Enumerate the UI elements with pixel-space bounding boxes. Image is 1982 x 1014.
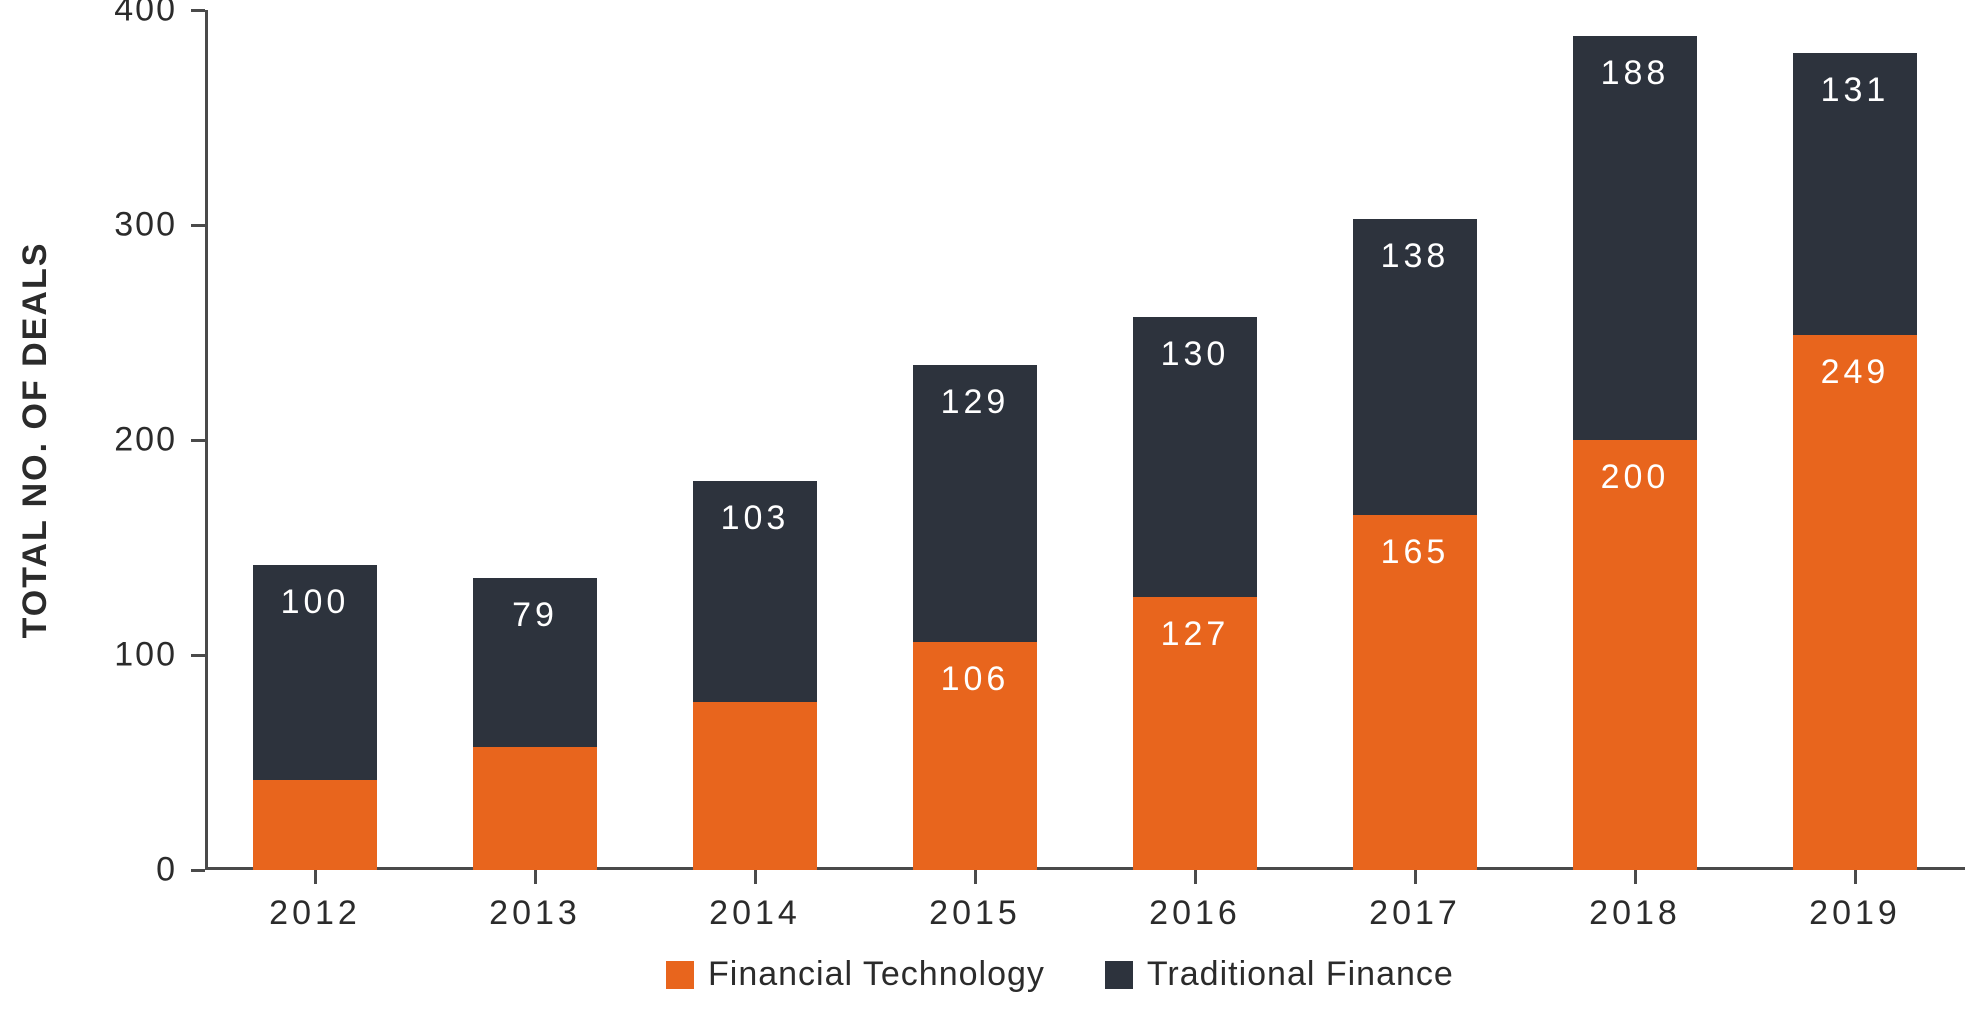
bar: 165 138	[1353, 219, 1476, 870]
bar-segment-fintech	[253, 780, 376, 870]
bar-segment-fintech: 249	[1793, 335, 1916, 870]
bar-value-label: 131	[1821, 71, 1890, 110]
legend-label: Financial Technology	[708, 955, 1045, 994]
bar-segment-traditional: 188	[1573, 36, 1696, 440]
deals-stacked-bar-chart: 0 100 200 300 400 TOTAL NO. OF DEALS 2012 100 20…	[0, 0, 1982, 1014]
y-tick-mark	[191, 869, 205, 872]
legend: Financial Technology Traditional Finance	[666, 955, 1454, 994]
bar-value-label: 129	[941, 383, 1010, 422]
bar-value-label: 79	[512, 596, 558, 635]
x-tick-label: 2018	[1589, 894, 1681, 933]
x-tick-label: 2015	[929, 894, 1021, 933]
y-tick-mark	[191, 439, 205, 442]
x-tick-mark	[1194, 870, 1197, 884]
y-axis-title: TOTAL NO. OF DEALS	[16, 242, 55, 639]
bar-segment-fintech: 200	[1573, 440, 1696, 870]
bar: 127 130	[1133, 317, 1256, 870]
bar-value-label: 165	[1381, 533, 1450, 572]
legend-swatch	[666, 961, 694, 989]
y-tick-mark	[191, 224, 205, 227]
bar: 106 129	[913, 365, 1036, 870]
bar-segment-traditional: 138	[1353, 219, 1476, 516]
bar: 103	[693, 481, 816, 870]
bar: 200 188	[1573, 36, 1696, 870]
legend-item: Traditional Finance	[1105, 955, 1454, 994]
bar-segment-traditional: 100	[253, 565, 376, 780]
bar-value-label: 188	[1601, 54, 1670, 93]
bar-value-label: 127	[1161, 615, 1230, 654]
bar-segment-traditional: 131	[1793, 53, 1916, 335]
y-tick-mark	[191, 654, 205, 657]
y-tick-label: 200	[114, 421, 177, 460]
y-tick-label: 400	[114, 0, 177, 30]
x-tick-label: 2017	[1369, 894, 1461, 933]
bar-value-label: 106	[941, 660, 1010, 699]
bar-segment-traditional: 79	[473, 578, 596, 748]
y-tick-mark	[191, 9, 205, 12]
y-axis-line	[205, 10, 208, 870]
bar: 100	[253, 565, 376, 870]
y-tick-label: 0	[156, 851, 177, 890]
x-tick-mark	[1634, 870, 1637, 884]
bar-segment-fintech: 127	[1133, 597, 1256, 870]
x-tick-mark	[314, 870, 317, 884]
x-tick-label: 2019	[1809, 894, 1901, 933]
bar: 79	[473, 578, 596, 870]
bar-value-label: 100	[281, 583, 350, 622]
bar-segment-fintech: 165	[1353, 515, 1476, 870]
x-tick-mark	[754, 870, 757, 884]
bar-segment-traditional: 103	[693, 481, 816, 702]
x-axis-line	[205, 867, 1965, 870]
x-tick-label: 2013	[489, 894, 581, 933]
x-tick-mark	[1414, 870, 1417, 884]
bar-value-label: 103	[721, 499, 790, 538]
x-tick-label: 2016	[1149, 894, 1241, 933]
bar-segment-fintech	[473, 747, 596, 870]
legend-label: Traditional Finance	[1147, 955, 1454, 994]
bar-value-label: 200	[1601, 458, 1670, 497]
bar-value-label: 138	[1381, 237, 1450, 276]
bar-segment-traditional: 129	[913, 365, 1036, 642]
bar-value-label: 130	[1161, 335, 1230, 374]
legend-swatch	[1105, 961, 1133, 989]
legend-item: Financial Technology	[666, 955, 1045, 994]
x-tick-label: 2012	[269, 894, 361, 933]
bar: 249 131	[1793, 53, 1916, 870]
y-tick-label: 100	[114, 636, 177, 675]
x-tick-mark	[534, 870, 537, 884]
bar-value-label: 249	[1821, 353, 1890, 392]
x-tick-mark	[974, 870, 977, 884]
x-tick-label: 2014	[709, 894, 801, 933]
plot-area: 0100200300400TOTAL NO. OF DEALS201210020…	[205, 10, 1965, 870]
bar-segment-fintech: 106	[913, 642, 1036, 870]
bar-segment-fintech	[693, 702, 816, 870]
x-tick-mark	[1854, 870, 1857, 884]
y-tick-label: 300	[114, 206, 177, 245]
bar-segment-traditional: 130	[1133, 317, 1256, 597]
